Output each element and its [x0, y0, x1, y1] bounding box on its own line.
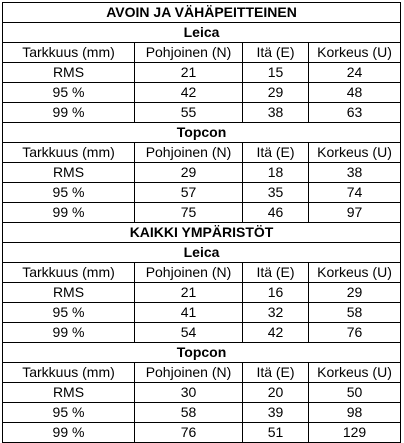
column-header-row: Tarkkuus (mm) Pohjoinen (N) Itä (E) Korkeus…: [2, 262, 402, 283]
value-cell: 35: [242, 182, 309, 203]
section-title: AVOIN JA VÄHÄPEITTEINEN: [1, 2, 402, 23]
metric-label: 99 %: [2, 102, 135, 123]
value-cell: 21: [134, 62, 243, 83]
column-header: Korkeus (U): [307, 362, 402, 383]
value-cell: 15: [242, 62, 309, 83]
device-name: Leica: [1, 242, 402, 263]
device-header-row: Leica: [1, 242, 402, 263]
column-header: Korkeus (U): [307, 142, 402, 163]
table-row: 95 % 42 29 48: [2, 82, 402, 103]
table-row: 95 % 41 32 58: [2, 302, 402, 323]
value-cell: 75: [134, 202, 243, 223]
device-header-row: Leica: [1, 22, 402, 43]
value-cell: 55: [134, 102, 243, 123]
value-cell: 58: [134, 402, 243, 423]
table-row: 99 % 76 51 129: [2, 422, 402, 443]
device-name: Topcon: [1, 342, 402, 363]
column-header: Korkeus (U): [307, 42, 402, 63]
value-cell: 54: [134, 322, 243, 343]
device-name: Leica: [1, 22, 402, 43]
value-cell: 24: [307, 62, 402, 83]
value-cell: 20: [242, 382, 309, 403]
value-cell: 97: [307, 202, 402, 223]
table-row: RMS 30 20 50: [2, 382, 402, 403]
value-cell: 63: [307, 102, 402, 123]
section-title: KAIKKI YMPÄRISTÖT: [1, 222, 402, 243]
metric-label: 95 %: [2, 82, 135, 103]
column-header: Itä (E): [242, 142, 309, 163]
value-cell: 50: [307, 382, 402, 403]
metric-label: 95 %: [2, 302, 135, 323]
column-header: Pohjoinen (N): [134, 362, 243, 383]
value-cell: 48: [307, 82, 402, 103]
value-cell: 39: [242, 402, 309, 423]
value-cell: 38: [307, 162, 402, 183]
column-header: Tarkkuus (mm): [2, 42, 135, 63]
metric-label: RMS: [2, 62, 135, 83]
table-row: 95 % 58 39 98: [2, 402, 402, 423]
value-cell: 29: [242, 82, 309, 103]
value-cell: 32: [242, 302, 309, 323]
column-header: Tarkkuus (mm): [2, 362, 135, 383]
value-cell: 29: [307, 282, 402, 303]
metric-label: 99 %: [2, 322, 135, 343]
value-cell: 58: [307, 302, 402, 323]
value-cell: 41: [134, 302, 243, 323]
table-row: RMS 21 16 29: [2, 282, 402, 303]
column-header: Itä (E): [242, 362, 309, 383]
column-header: Tarkkuus (mm): [2, 142, 135, 163]
table-row: RMS 29 18 38: [2, 162, 402, 183]
value-cell: 30: [134, 382, 243, 403]
value-cell: 129: [307, 422, 402, 443]
value-cell: 42: [242, 322, 309, 343]
value-cell: 42: [134, 82, 243, 103]
value-cell: 38: [242, 102, 309, 123]
metric-label: 99 %: [2, 202, 135, 223]
metric-label: RMS: [2, 282, 135, 303]
metric-label: RMS: [2, 382, 135, 403]
column-header-row: Tarkkuus (mm) Pohjoinen (N) Itä (E) Korkeus…: [2, 142, 402, 163]
value-cell: 18: [242, 162, 309, 183]
column-header: Pohjoinen (N): [134, 262, 243, 283]
value-cell: 51: [242, 422, 309, 443]
table-row: 99 % 54 42 76: [2, 322, 402, 343]
value-cell: 98: [307, 402, 402, 423]
column-header-row: Tarkkuus (mm) Pohjoinen (N) Itä (E) Korkeus…: [2, 42, 402, 63]
metric-label: 95 %: [2, 182, 135, 203]
device-header-row: Topcon: [1, 342, 402, 363]
table-row: 99 % 75 46 97: [2, 202, 402, 223]
value-cell: 57: [134, 182, 243, 203]
table-row: RMS 21 15 24: [2, 62, 402, 83]
column-header: Itä (E): [242, 42, 309, 63]
value-cell: 29: [134, 162, 243, 183]
column-header: Tarkkuus (mm): [2, 262, 135, 283]
section-header-row: AVOIN JA VÄHÄPEITTEINEN: [1, 2, 402, 23]
section-header-row: KAIKKI YMPÄRISTÖT: [1, 222, 402, 243]
value-cell: 76: [134, 422, 243, 443]
column-header-row: Tarkkuus (mm) Pohjoinen (N) Itä (E) Korkeus…: [2, 362, 402, 383]
value-cell: 74: [307, 182, 402, 203]
value-cell: 76: [307, 322, 402, 343]
metric-label: RMS: [2, 162, 135, 183]
value-cell: 21: [134, 282, 243, 303]
column-header: Pohjoinen (N): [134, 142, 243, 163]
column-header: Korkeus (U): [307, 262, 402, 283]
metric-label: 99 %: [2, 422, 135, 443]
device-header-row: Topcon: [1, 122, 402, 143]
table-row: 99 % 55 38 63: [2, 102, 402, 123]
metric-label: 95 %: [2, 402, 135, 423]
column-header: Pohjoinen (N): [134, 42, 243, 63]
value-cell: 46: [242, 202, 309, 223]
table-row: 95 % 57 35 74: [2, 182, 402, 203]
column-header: Itä (E): [242, 262, 309, 283]
device-name: Topcon: [1, 122, 402, 143]
value-cell: 16: [242, 282, 309, 303]
